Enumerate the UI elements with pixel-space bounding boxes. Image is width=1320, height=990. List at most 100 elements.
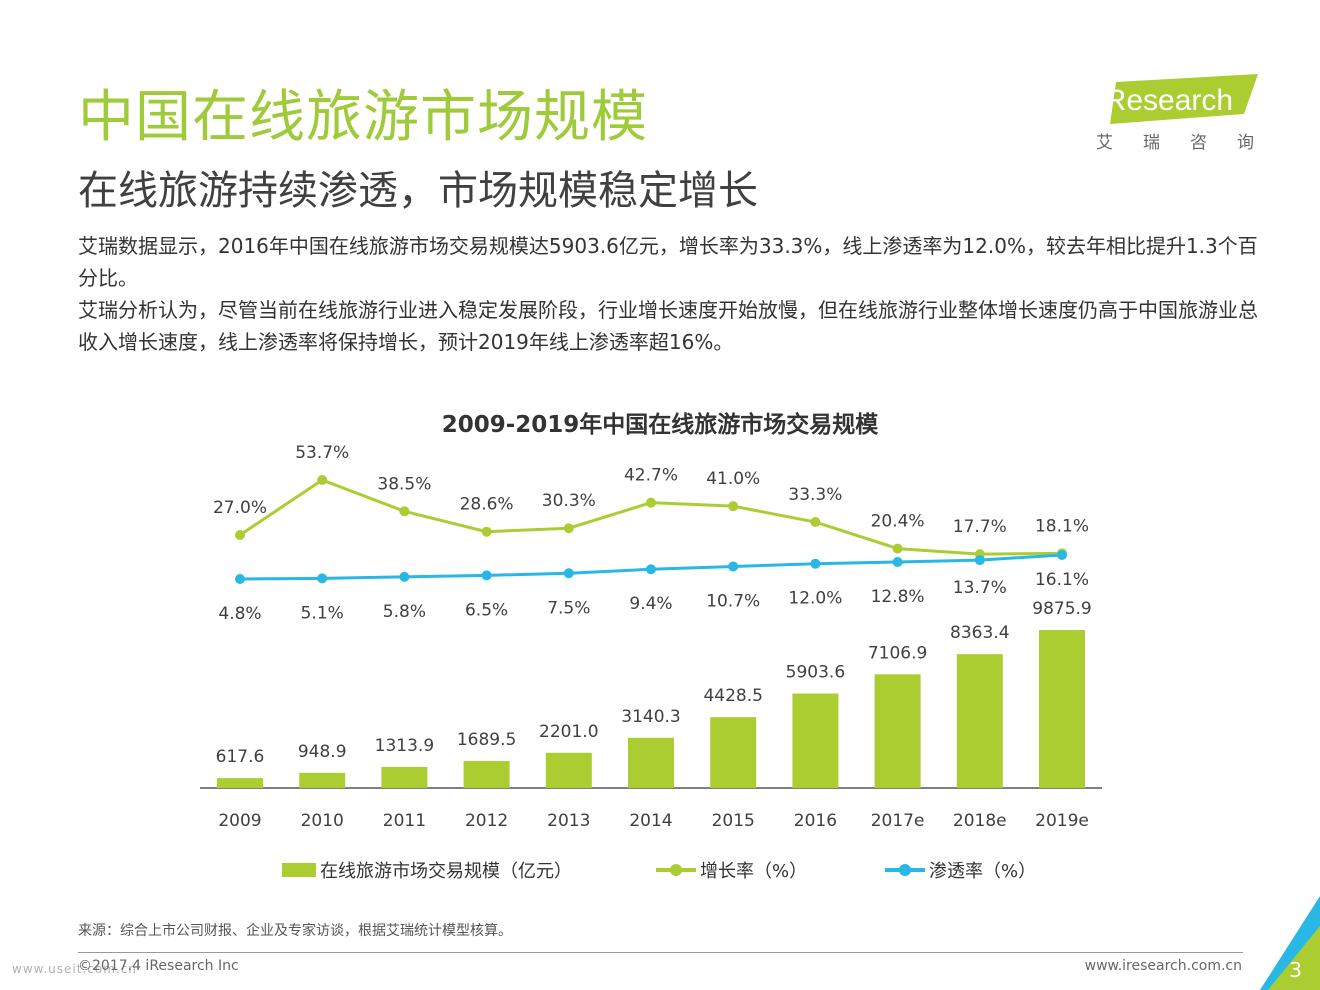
growth-point-2011 — [399, 506, 410, 517]
bar-label-2018e: 8363.4 — [950, 623, 1009, 643]
bar-2015 — [710, 717, 757, 788]
growth-label-2013: 30.3% — [542, 491, 596, 511]
penetration-point-2017e — [892, 557, 903, 568]
bar-label-2012: 1689.5 — [457, 730, 516, 750]
bar-2009 — [217, 778, 263, 788]
growth-point-2010 — [317, 475, 328, 485]
bar-2014 — [628, 737, 674, 788]
growth-label-2012: 28.6% — [460, 495, 514, 515]
growth-label-2016: 33.3% — [788, 485, 842, 505]
legend-item-growth: 增长率（%） — [656, 856, 807, 884]
bar-2013 — [545, 752, 592, 788]
legend-bar-swatch — [282, 863, 316, 877]
growth-point-2016 — [810, 517, 821, 528]
penetration-label-2016: 12.0% — [788, 589, 842, 609]
bar-2017e — [874, 674, 921, 788]
legend-label-growth: 增长率（%） — [700, 861, 808, 882]
iresearch-logo-mark: iResearch — [1098, 74, 1258, 124]
legend-item-penetration: 渗透率（%） — [885, 856, 1036, 884]
growth-label-2015: 41.0% — [706, 469, 760, 489]
penetration-point-2018e — [974, 555, 985, 566]
bar-2019e — [1039, 630, 1085, 788]
penetration-point-2012 — [481, 570, 492, 581]
chart-legend: 在线旅游市场交易规模（亿元） 增长率（%） 渗透率（%） — [0, 856, 1320, 884]
iresearch-logo: iResearch 艾瑞咨询 — [1090, 70, 1260, 153]
x-tick-label-2009: 2009 — [218, 811, 261, 831]
x-tick-label-2018e: 2018e — [953, 811, 1007, 831]
x-tick-label-2014: 2014 — [629, 811, 672, 831]
growth-label-2019e: 18.1% — [1035, 516, 1089, 536]
page-subtitle: 在线旅游持续渗透，市场规模稳定增长 — [78, 168, 758, 214]
penetration-label-2017e: 12.8% — [871, 587, 925, 607]
penetration-label-2010: 5.1% — [301, 603, 344, 623]
website-link[interactable]: www.iresearch.com.cn — [1084, 958, 1242, 974]
penetration-point-2019e — [1057, 550, 1067, 560]
corner-decoration — [1260, 896, 1320, 990]
copyright: ©2017.4 iResearch Inc — [78, 958, 239, 974]
penetration-label-2011: 5.8% — [383, 602, 426, 622]
page-number: 3 — [1289, 958, 1302, 982]
x-tick-label-2017e: 2017e — [871, 811, 925, 831]
growth-point-2015 — [728, 501, 739, 512]
penetration-point-2015 — [728, 561, 739, 572]
penetration-point-2013 — [563, 568, 574, 579]
legend-growth-swatch — [656, 864, 696, 876]
growth-label-2014: 42.7% — [624, 466, 678, 486]
growth-point-2017e — [892, 543, 903, 554]
bar-label-2013: 2201.0 — [539, 722, 598, 742]
bar-2016 — [792, 693, 839, 788]
bar-label-2014: 3140.3 — [621, 707, 680, 727]
source-note: 来源：综合上市公司财报、企业及专家访谈，根据艾瑞统计模型核算。 — [78, 923, 512, 939]
x-tick-label-2012: 2012 — [465, 811, 508, 831]
penetration-label-2018e: 13.7% — [953, 578, 1007, 598]
penetration-point-2016 — [810, 558, 821, 569]
penetration-point-2009 — [235, 574, 245, 584]
bar-2018e — [956, 654, 1003, 788]
legend-label-market-size: 在线旅游市场交易规模（亿元） — [320, 861, 572, 882]
description-paragraph-1: 艾瑞数据显示，2016年中国在线旅游市场交易规模达5903.6亿元，增长率为33… — [78, 234, 1258, 290]
penetration-label-2019e: 16.1% — [1035, 570, 1089, 590]
growth-point-2012 — [481, 526, 492, 537]
bar-label-2015: 4428.5 — [703, 686, 762, 706]
x-tick-label-2019e: 2019e — [1035, 811, 1089, 831]
bar-label-2009: 617.6 — [216, 747, 265, 767]
penetration-label-2012: 6.5% — [465, 600, 508, 620]
x-tick-label-2013: 2013 — [547, 811, 590, 831]
growth-point-2009 — [235, 530, 245, 540]
logo-text: iResearch — [1098, 84, 1233, 117]
penetration-label-2015: 10.7% — [706, 591, 760, 611]
page-title: 中国在线旅游市场规模 — [78, 85, 648, 150]
description-paragraph-2: 艾瑞分析认为，尽管当前在线旅游行业进入稳定发展阶段，行业增长速度开始放慢，但在线… — [78, 298, 1258, 354]
footer-divider — [78, 952, 1243, 953]
bar-2011 — [381, 766, 428, 788]
bar-label-2010: 948.9 — [298, 742, 347, 762]
legend-penetration-swatch — [885, 864, 925, 876]
penetration-label-2014: 9.4% — [629, 594, 672, 614]
watermark: www.useit.com.cn — [12, 962, 137, 976]
bar-label-2017e: 7106.9 — [868, 643, 927, 663]
growth-rate-line — [239, 478, 1063, 556]
bar-2012 — [463, 760, 510, 788]
x-tick-label-2015: 2015 — [712, 811, 755, 831]
bar-label-2016: 5903.6 — [786, 663, 845, 683]
legend-item-market-size: 在线旅游市场交易规模（亿元） — [282, 856, 572, 884]
x-tick-label-2011: 2011 — [383, 811, 426, 831]
penetration-label-2013: 7.5% — [547, 598, 590, 618]
x-tick-label-2010: 2010 — [301, 811, 344, 831]
bar-label-2011: 1313.9 — [375, 736, 434, 756]
growth-label-2009: 27.0% — [213, 498, 267, 518]
growth-label-2011: 38.5% — [377, 474, 431, 494]
growth-label-2018e: 17.7% — [953, 517, 1007, 537]
penetration-point-2014 — [646, 564, 656, 575]
x-tick-label-2016: 2016 — [794, 811, 837, 831]
growth-point-2013 — [563, 523, 574, 534]
bar-label-2019e: 9875.9 — [1032, 599, 1091, 619]
logo-cn-text: 艾瑞咨询 — [1096, 133, 1284, 153]
penetration-point-2011 — [399, 571, 410, 582]
chart-title: 2009-2019年中国在线旅游市场交易规模 — [441, 412, 879, 438]
penetration-label-2009: 4.8% — [218, 604, 261, 624]
legend-label-penetration: 渗透率（%） — [929, 861, 1037, 882]
growth-label-2010: 53.7% — [295, 443, 349, 463]
growth-label-2017e: 20.4% — [871, 512, 925, 532]
